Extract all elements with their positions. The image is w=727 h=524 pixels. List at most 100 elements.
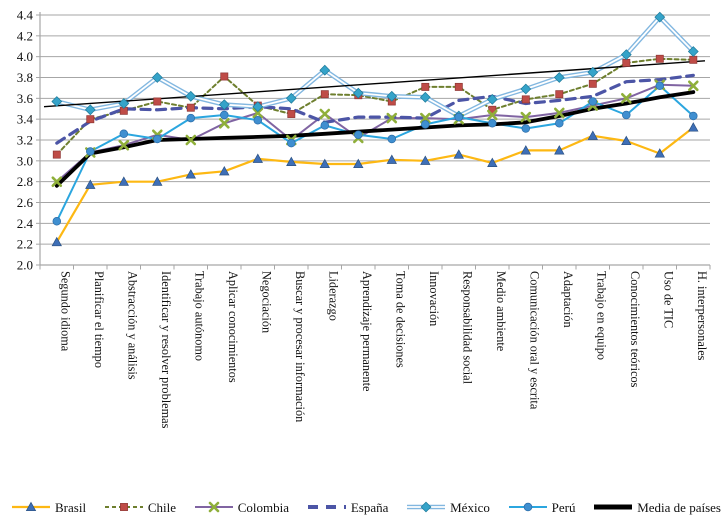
x-axis-category-label: Abstracción y análisis (125, 271, 139, 380)
x-axis-category-label: Segundo idioma (58, 271, 72, 352)
series-brasil-marker-triangle-icon (286, 156, 297, 166)
series-brasil-marker-triangle-icon (621, 135, 632, 146)
series-colombia-marker-x-icon (419, 112, 431, 124)
series-peru-marker-circle-icon (287, 138, 296, 148)
legend-mexico-line-sample (407, 501, 446, 513)
series-brasil-marker-triangle-icon (118, 176, 129, 186)
x-axis-category-label: Planificar el tiempo (92, 271, 106, 368)
series-mexico-marker-diamond-icon (520, 83, 532, 95)
series-peru-marker-circle-icon (521, 124, 531, 133)
series-peru-marker-circle-icon (555, 119, 564, 128)
y-axis-tick-label: 3.0 (17, 153, 33, 168)
series-colombia-marker-x-icon (219, 118, 230, 129)
series-mexico-marker-diamond-icon (352, 87, 364, 99)
x-axis-category-label: Negociación (259, 271, 273, 333)
series-mexico-marker-diamond-icon (118, 98, 130, 109)
series-peru-marker-circle-icon (655, 81, 665, 91)
legend-item-chile: Chile (103, 499, 176, 515)
series-chile-marker-square-icon (287, 110, 296, 118)
series-peru-marker-circle-icon (689, 111, 698, 121)
series-mexico-marker-diamond-icon (252, 101, 264, 113)
series-mexico-marker-diamond-icon (151, 72, 163, 83)
x-axis-category-label: Trabajo en equipo (594, 271, 608, 360)
legend-label-chile: Chile (147, 499, 176, 515)
series-brasil-marker-triangle-icon (353, 158, 364, 169)
series-mexico-marker-diamond-icon (654, 11, 666, 23)
series-brasil-marker-triangle-icon (386, 154, 397, 164)
legend-brasil-marker-triangle-icon (25, 501, 37, 512)
series-mexico-marker-diamond-icon (553, 72, 565, 83)
series-peru-marker-circle-icon (320, 121, 330, 130)
series-mexico-marker-diamond-icon (51, 96, 63, 107)
legend-colombia-line-sample (194, 501, 233, 513)
y-axis-tick-label: 4.4 (17, 8, 34, 23)
legend-item-espana: España (306, 499, 389, 515)
series-peru-marker-circle-icon (186, 113, 196, 123)
series-peru-marker-circle-icon (153, 134, 162, 144)
series-brasil-marker-triangle-icon (51, 236, 62, 247)
x-axis-category-label: Innovación (427, 271, 441, 326)
series-colombia-marker-x-icon (386, 112, 398, 124)
series-mexico-marker-diamond-icon (687, 46, 699, 57)
series-colombia-marker-x-icon (319, 108, 331, 120)
series-chile-marker-square-icon (588, 79, 597, 88)
series-chile-marker-square-icon (555, 90, 564, 99)
y-axis-tick-label: 2.4 (17, 216, 34, 231)
series-brasil-marker-triangle-icon (420, 155, 431, 165)
y-axis-tick-label: 2.2 (17, 237, 33, 252)
x-axis-category-label: Medio ambiente (494, 271, 508, 352)
series-brasil-marker-triangle-icon (487, 157, 498, 167)
legend-label-peru: Perú (551, 499, 576, 515)
series-peru-marker-circle-icon (354, 130, 363, 140)
series-chile-marker-square-icon (622, 58, 631, 67)
x-axis-category-label: Responsabilidad social (460, 271, 474, 385)
series-peru-marker-circle-icon (454, 112, 464, 122)
series-line-brasil (55, 126, 695, 244)
chart-legend: Brasil Chile Colombia España México Perú Media… (0, 492, 727, 522)
series-colombia-marker-x-icon (620, 93, 632, 104)
series-peru-marker-circle-icon (387, 134, 397, 144)
legend-colombia-marker-x-icon (208, 501, 220, 513)
series-mexico-marker-diamond-icon (419, 91, 431, 103)
series-brasil-marker-triangle-icon (152, 176, 163, 186)
y-axis-tick-label: 2.0 (17, 258, 33, 273)
x-axis-category-label: Liderazgo (326, 271, 340, 321)
series-chile-marker-square-icon (454, 82, 463, 91)
series-mexico-marker-diamond-icon (587, 66, 599, 78)
y-axis-tick-label: 4.0 (17, 49, 33, 64)
x-axis-category-label: H. interpersonales (695, 271, 709, 361)
x-axis-category-label: Comunicación oral y escrita (527, 271, 541, 410)
legend-label-espana: España (350, 499, 389, 515)
series-peru-marker-circle-icon (119, 129, 129, 139)
y-axis-tick-label: 3.8 (17, 70, 33, 85)
series-mexico-marker-diamond-icon (185, 90, 197, 102)
series-line-peru (55, 84, 695, 223)
series-chile-marker-square-icon (689, 55, 698, 64)
series-line-media (54, 90, 696, 188)
series-chile-marker-square-icon (86, 115, 95, 124)
legend-media-line-sample (594, 504, 633, 510)
legend-label-brasil: Brasil (55, 499, 87, 515)
series-colombia-marker-x-icon (252, 107, 264, 119)
x-axis-category-label: Identificar y resolver problemas (159, 271, 173, 429)
series-brasil-marker-triangle-icon (453, 149, 464, 159)
x-axis-category-label: Buscar y procesar información (293, 271, 307, 422)
series-chile-marker-square-icon (52, 150, 61, 159)
series-line-mexico-inner (56, 15, 694, 118)
series-brasil-marker-triangle-icon (185, 169, 196, 179)
series-chile-marker-square-icon (320, 90, 329, 99)
series-colombia-marker-x-icon (118, 139, 130, 151)
series-chile-marker-square-icon (220, 72, 229, 81)
series-colombia-marker-x-icon (185, 134, 197, 146)
legend-item-mexico: México (405, 499, 490, 515)
legend-label-mexico: México (450, 499, 490, 515)
series-peru-marker-circle-icon (52, 217, 62, 226)
series-brasil-marker-triangle-icon (654, 148, 665, 158)
legend-mexico-marker-diamond-icon (420, 501, 432, 513)
series-chile-marker-square-icon (655, 54, 664, 63)
series-colombia-marker-x-icon (486, 109, 498, 121)
series-colombia-marker-x-icon (553, 107, 565, 119)
series-mexico-marker-diamond-icon (386, 90, 398, 102)
